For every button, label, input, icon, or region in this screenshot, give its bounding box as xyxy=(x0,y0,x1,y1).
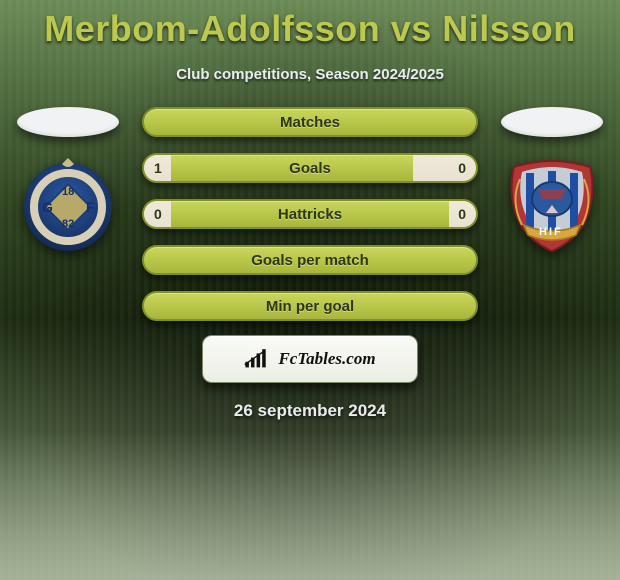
stat-row: Goals per match xyxy=(142,245,478,275)
crest-left-letter-f: F xyxy=(86,199,95,215)
date-text: 26 september 2024 xyxy=(0,401,620,421)
club-crest-left: G F 18 82 xyxy=(18,155,118,255)
stat-fill-right xyxy=(413,155,476,181)
stat-value-right: 0 xyxy=(458,160,466,176)
stat-value-right: 0 xyxy=(458,206,466,222)
comparison-row: G F 18 82 Matches 1 0 Goals 0 0 Hattricks Goals… xyxy=(0,107,620,321)
brand-text: FcTables.com xyxy=(278,349,375,369)
stat-value-left: 0 xyxy=(154,206,162,222)
stat-label: Hattricks xyxy=(278,206,342,223)
stat-row: Min per goal xyxy=(142,291,478,321)
stat-label: Goals per match xyxy=(251,252,369,269)
stat-label: Min per goal xyxy=(266,298,354,315)
stat-row: 0 0 Hattricks xyxy=(142,199,478,229)
stat-row: 1 0 Goals xyxy=(142,153,478,183)
brand-bars-icon xyxy=(244,349,272,369)
stat-value-left: 1 xyxy=(154,160,162,176)
crest-left-year-bottom: 82 xyxy=(62,218,74,230)
crest-right-letters: HIF xyxy=(539,226,563,238)
stat-row: Matches xyxy=(142,107,478,137)
stat-label: Matches xyxy=(280,114,340,131)
stat-label: Goals xyxy=(289,160,331,177)
player-left-photo-placeholder xyxy=(17,107,119,137)
player-left-column: G F 18 82 xyxy=(8,107,128,255)
player-right-photo-placeholder xyxy=(501,107,603,137)
brand-badge[interactable]: FcTables.com xyxy=(202,335,418,383)
player-right-column: HIF xyxy=(492,107,612,255)
club-crest-right: HIF xyxy=(502,155,602,255)
subtitle: Club competitions, Season 2024/2025 xyxy=(0,66,620,83)
page-title: Merbom-Adolfsson vs Nilsson xyxy=(0,0,620,50)
crest-left-year-top: 18 xyxy=(62,186,74,198)
stats-list: Matches 1 0 Goals 0 0 Hattricks Goals per match… xyxy=(128,107,492,321)
crest-left-letter-g: G xyxy=(42,199,53,215)
crest-right-castle xyxy=(538,189,566,199)
